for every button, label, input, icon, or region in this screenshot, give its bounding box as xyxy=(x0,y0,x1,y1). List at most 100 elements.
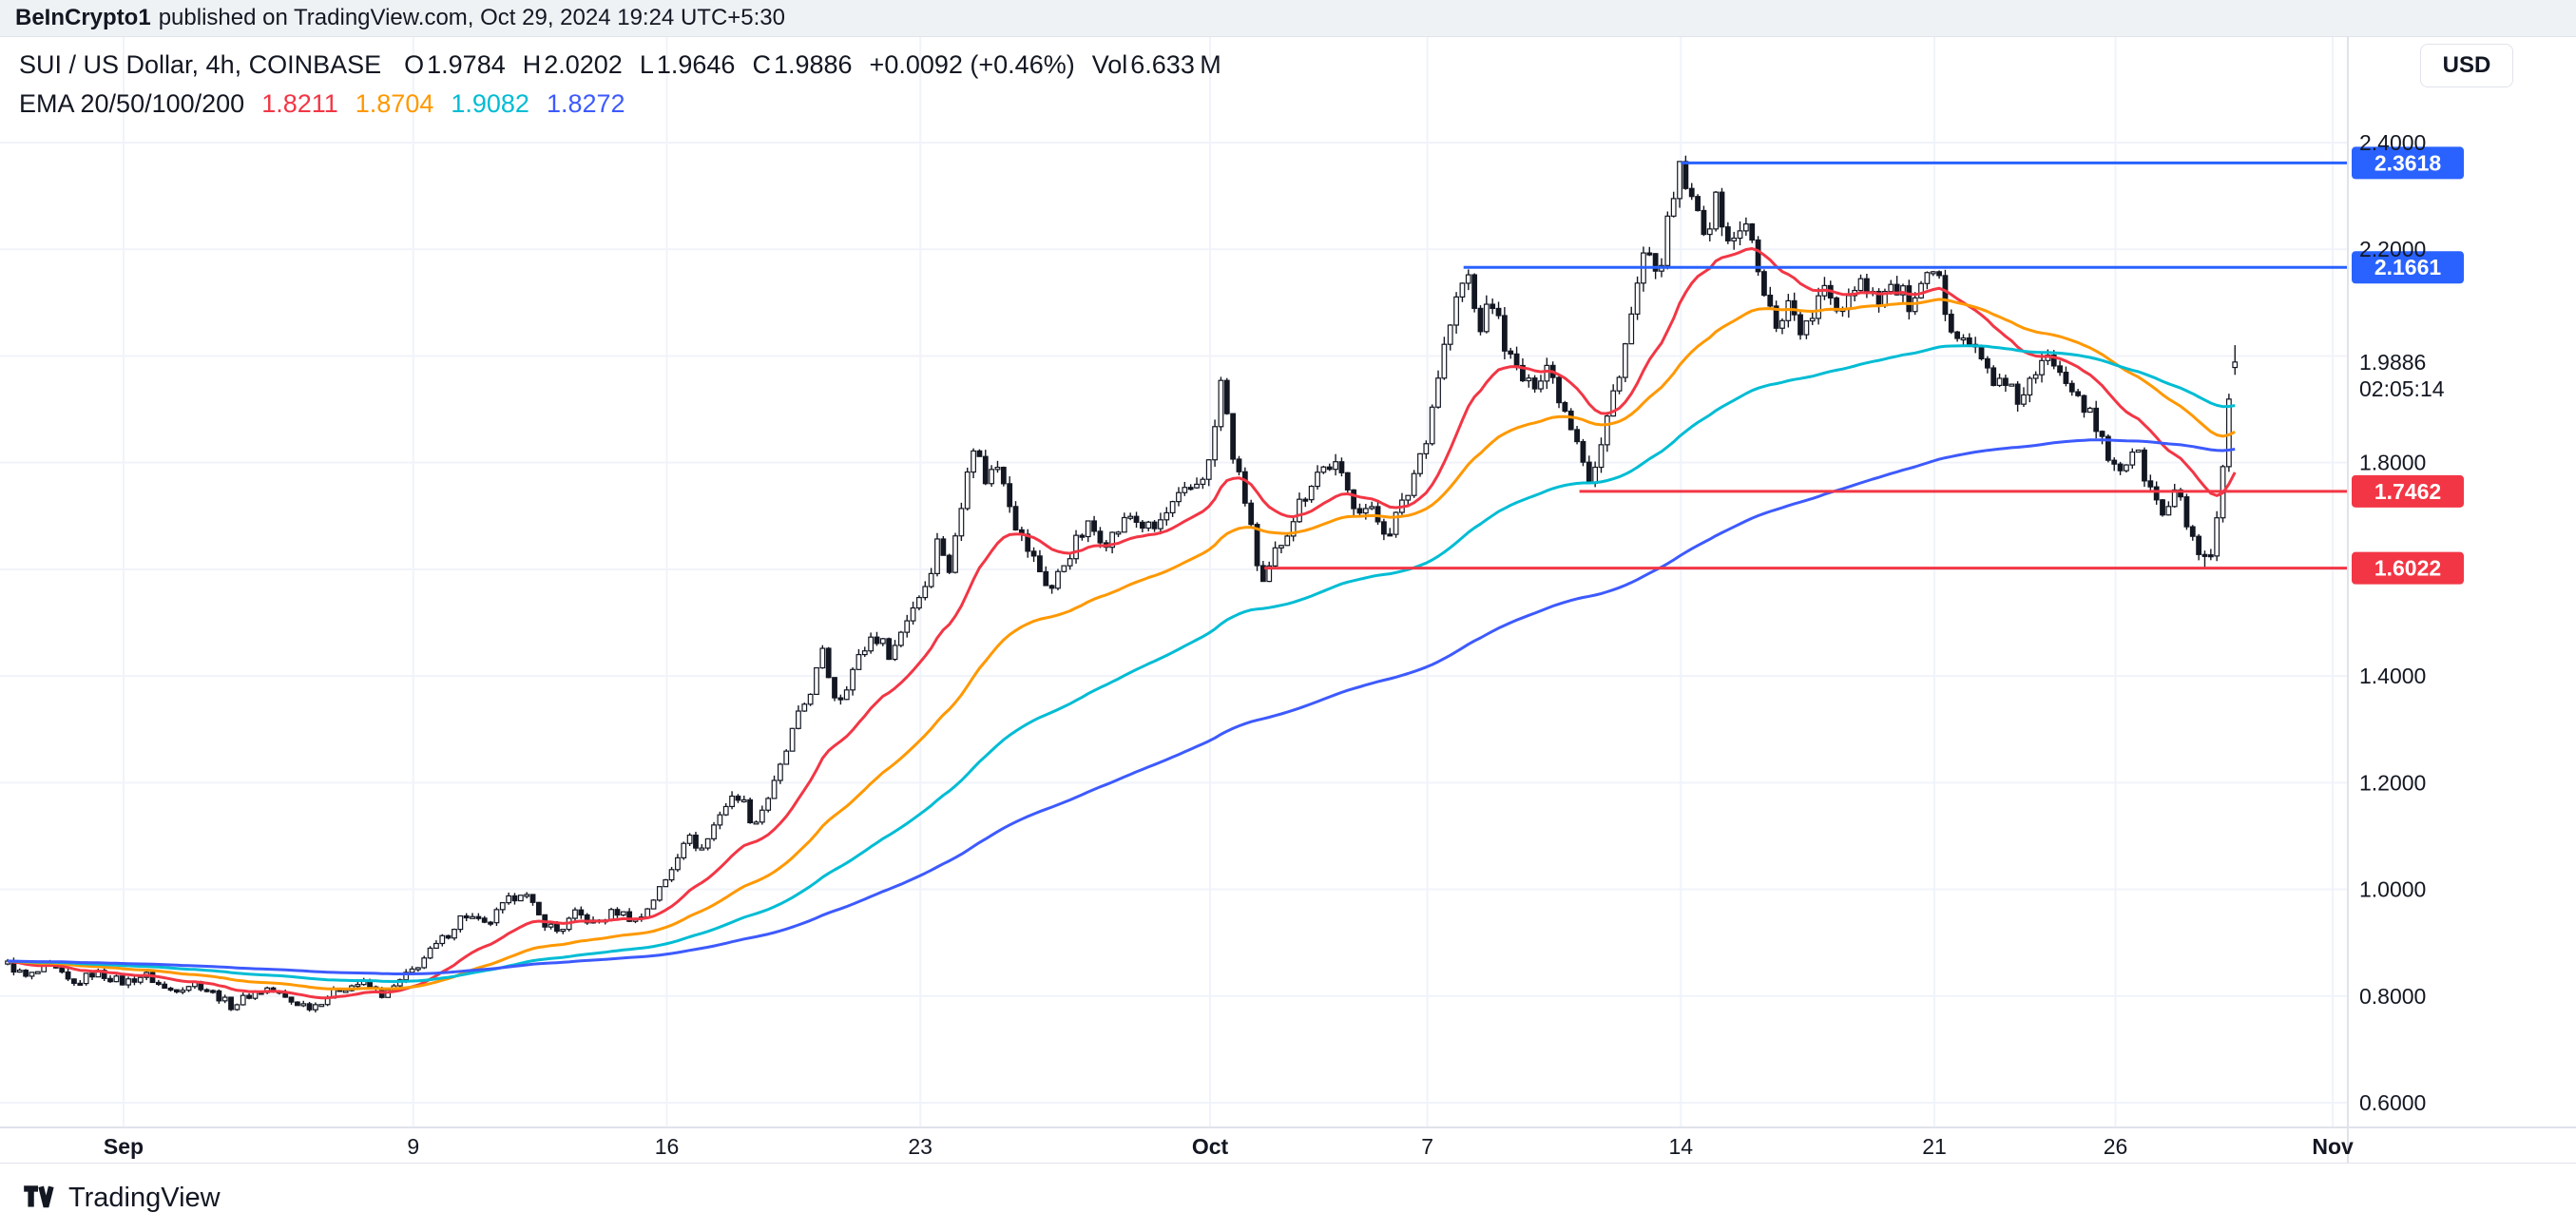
candle-body xyxy=(717,814,723,826)
candle-body xyxy=(1634,282,1641,315)
candle-body xyxy=(1133,515,1140,523)
ema-200-line xyxy=(8,438,2236,975)
candle-body xyxy=(1223,379,1230,414)
candle-body xyxy=(457,914,464,931)
candlestick-series xyxy=(5,155,2239,1013)
candle-body xyxy=(620,911,626,916)
candle-body xyxy=(1966,337,1972,345)
candle-body xyxy=(1773,305,1779,329)
candle-body xyxy=(614,909,621,916)
candle-body xyxy=(2232,361,2239,369)
candle-body xyxy=(1701,209,1707,236)
candle-body xyxy=(1779,319,1785,329)
time-axis-label[interactable]: 9 xyxy=(407,1134,419,1159)
candle-body xyxy=(1652,253,1659,272)
candle-body xyxy=(1724,226,1731,241)
candle-body xyxy=(1942,275,1949,316)
low-group: L 1.9646 xyxy=(640,48,736,83)
candle-body xyxy=(796,710,801,729)
candle-body xyxy=(989,469,995,485)
candle-body xyxy=(928,572,934,587)
candle-body xyxy=(1356,508,1363,514)
symbol-title[interactable]: SUI / US Dollar, 4h, COINBASE xyxy=(19,50,382,79)
candle-body xyxy=(1447,324,1453,345)
ema-100-value: 1.9082 xyxy=(451,89,529,118)
time-axis-label[interactable]: 23 xyxy=(908,1134,932,1159)
price-axis-label: 2.4000 xyxy=(2359,130,2426,155)
candle-body xyxy=(65,971,71,980)
candle-body xyxy=(832,677,837,699)
time-axis-label[interactable]: 7 xyxy=(1421,1134,1433,1159)
candle-body xyxy=(1574,429,1580,443)
candle-body xyxy=(1924,272,1931,284)
candle-body xyxy=(2214,517,2220,557)
price-level-label: 1.7462 xyxy=(2374,479,2441,504)
candle-body xyxy=(1109,531,1116,549)
candle-body xyxy=(855,653,862,670)
open-value: 1.9784 xyxy=(427,50,506,79)
currency-unit-button[interactable]: USD xyxy=(2420,44,2513,87)
candle-body xyxy=(1302,498,1309,502)
candle-body xyxy=(2075,391,2082,396)
price-level-badge[interactable] xyxy=(2352,251,2464,284)
ema-50-line xyxy=(7,298,2236,991)
candle-body xyxy=(1043,570,1049,587)
candle-body xyxy=(409,968,415,973)
candle-body xyxy=(1567,410,1574,431)
time-axis-label[interactable]: 14 xyxy=(1669,1134,1694,1159)
candle-body xyxy=(2207,554,2214,558)
candle-body xyxy=(1405,494,1412,501)
close-value: 1.9886 xyxy=(773,50,853,79)
candle-body xyxy=(1429,406,1435,445)
candle-body xyxy=(137,976,144,983)
ema-indicator-label[interactable]: EMA 20/50/100/200 xyxy=(19,89,245,118)
tradingview-logo-icon xyxy=(21,1183,55,1213)
candle-body xyxy=(910,606,916,622)
attribution-bar: BeInCrypto1 published on TradingView.com… xyxy=(0,0,2576,37)
candle-body xyxy=(897,631,904,646)
candle-body xyxy=(1236,458,1242,472)
candle-body xyxy=(1713,191,1720,230)
candle-body xyxy=(216,990,222,1002)
candle-body xyxy=(1670,198,1677,217)
candle-body xyxy=(1737,230,1743,240)
candle-body xyxy=(228,996,234,1011)
tradingview-brand-link[interactable]: TradingView xyxy=(68,1182,221,1213)
price-axis-label: 2.2000 xyxy=(2359,237,2426,261)
candle-body xyxy=(1025,533,1031,552)
candle-body xyxy=(2063,372,2069,384)
price-level-badge[interactable] xyxy=(2352,551,2464,585)
candle-body xyxy=(1755,239,1761,273)
time-axis-label[interactable]: Oct xyxy=(1192,1134,1229,1159)
candle-body xyxy=(2135,449,2142,453)
candle-body xyxy=(1501,315,1508,352)
candle-body xyxy=(313,1004,318,1011)
candle-body xyxy=(1176,491,1182,503)
candle-body xyxy=(994,467,1001,471)
price-level-badge[interactable] xyxy=(2352,146,2464,180)
candle-body xyxy=(306,1003,313,1011)
candle-body xyxy=(1351,489,1357,510)
candle-body xyxy=(1906,285,1913,313)
candle-body xyxy=(686,834,693,844)
candle-body xyxy=(644,908,651,918)
candle-body xyxy=(2142,449,2147,482)
candle-body xyxy=(704,837,711,849)
candle-body xyxy=(1465,274,1471,284)
time-axis-label[interactable]: 21 xyxy=(1922,1134,1947,1159)
price-level-badge[interactable] xyxy=(2352,474,2464,508)
time-axis-label[interactable]: Sep xyxy=(104,1134,144,1159)
candle-body xyxy=(868,636,875,652)
time-axis-label[interactable]: 16 xyxy=(655,1134,680,1159)
candle-body xyxy=(1200,478,1206,486)
candle-body xyxy=(59,967,66,973)
candle-body xyxy=(452,929,457,939)
candle-body xyxy=(125,978,131,986)
candle-body xyxy=(1803,319,1810,336)
candle-body xyxy=(2111,459,2118,465)
time-axis-label[interactable]: Nov xyxy=(2312,1134,2354,1159)
time-axis-label[interactable]: 26 xyxy=(2104,1134,2128,1159)
candle-body xyxy=(1816,295,1821,319)
